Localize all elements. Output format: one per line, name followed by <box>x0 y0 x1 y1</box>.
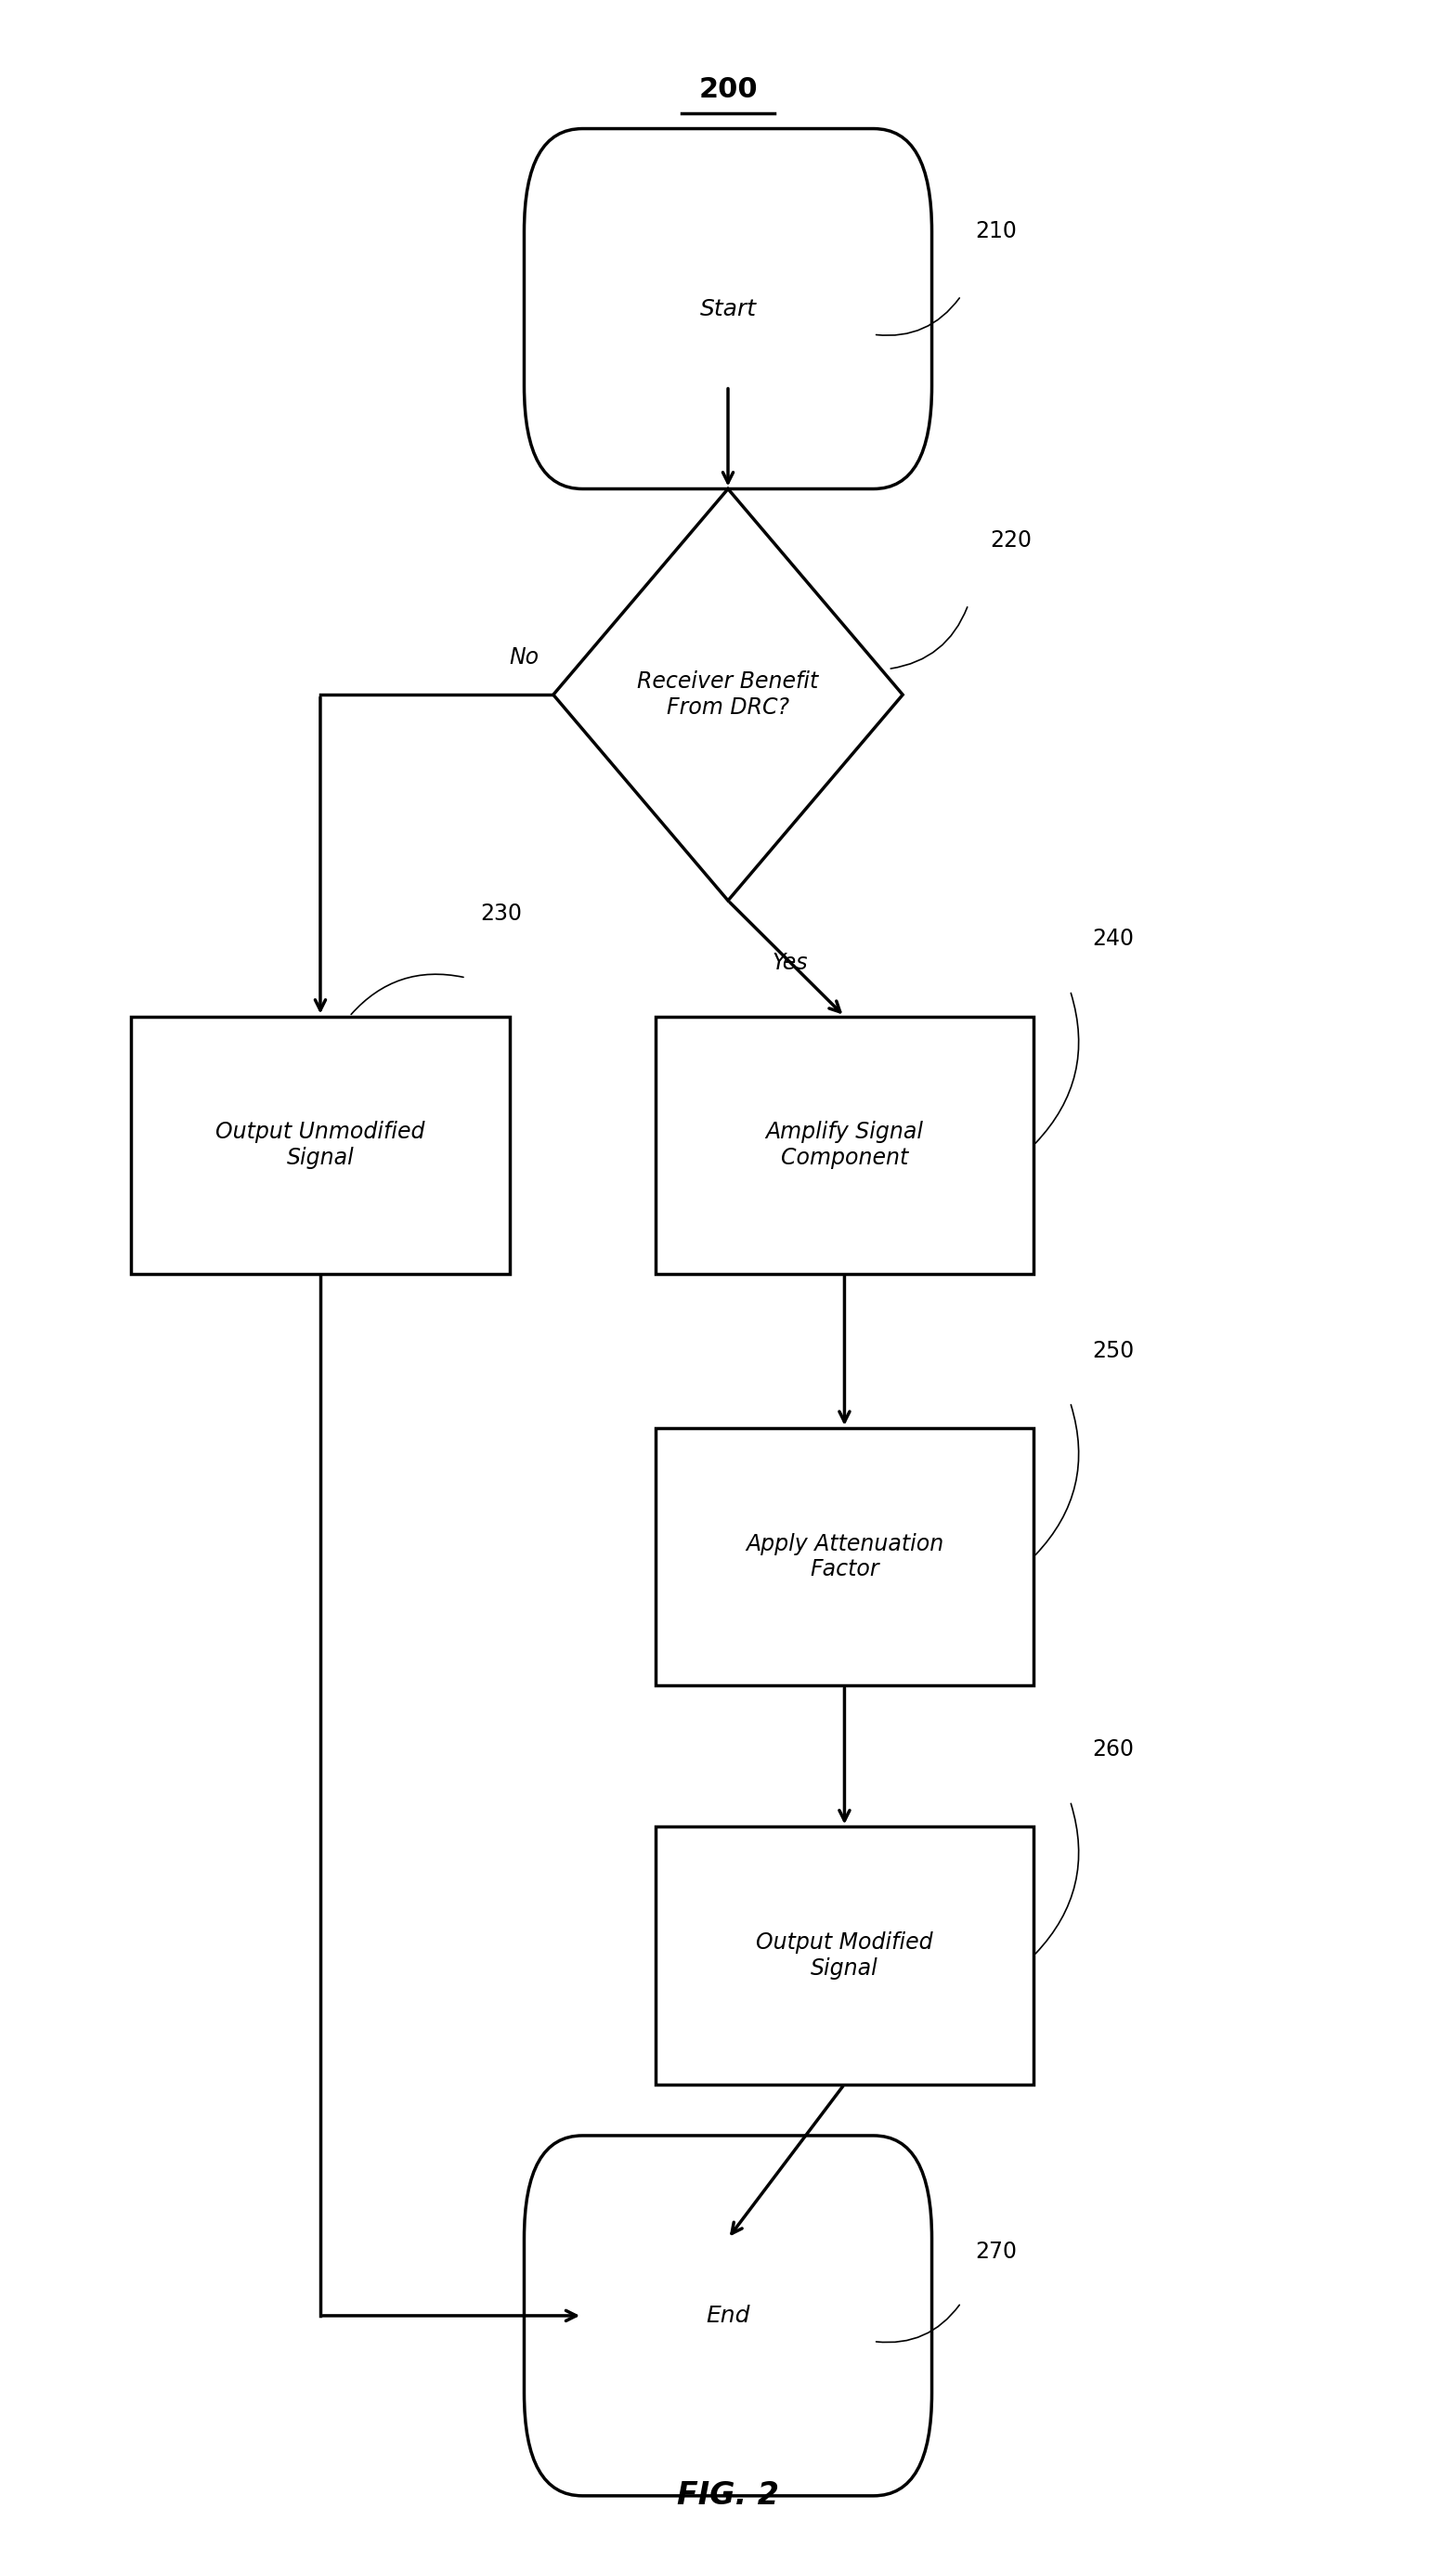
Text: Start: Start <box>700 298 756 319</box>
Text: Output Unmodified
Signal: Output Unmodified Signal <box>215 1122 425 1168</box>
Bar <box>655 1827 1034 2084</box>
Text: 230: 230 <box>480 903 523 924</box>
Text: Output Modified
Signal: Output Modified Signal <box>756 1932 933 1979</box>
Text: Apply Attenuation
Factor: Apply Attenuation Factor <box>745 1534 943 1580</box>
Text: 210: 210 <box>976 221 1018 242</box>
Bar <box>655 1016 1034 1274</box>
Text: End: End <box>706 2305 750 2326</box>
Bar <box>655 1428 1034 1685</box>
Text: Receiver Benefit
From DRC?: Receiver Benefit From DRC? <box>638 672 818 718</box>
Text: 250: 250 <box>1092 1341 1134 1361</box>
Text: 240: 240 <box>1092 929 1134 949</box>
Text: 200: 200 <box>699 77 757 103</box>
Text: 260: 260 <box>1092 1739 1134 1760</box>
FancyBboxPatch shape <box>524 2136 932 2496</box>
Polygon shape <box>553 489 903 901</box>
Text: 270: 270 <box>976 2241 1018 2262</box>
Text: No: No <box>510 646 539 669</box>
Text: FIG. 2: FIG. 2 <box>677 2480 779 2511</box>
Text: 220: 220 <box>990 530 1032 551</box>
Text: Yes: Yes <box>772 952 808 975</box>
FancyBboxPatch shape <box>524 129 932 489</box>
Text: Amplify Signal
Component: Amplify Signal Component <box>766 1122 923 1168</box>
Bar <box>131 1016 510 1274</box>
